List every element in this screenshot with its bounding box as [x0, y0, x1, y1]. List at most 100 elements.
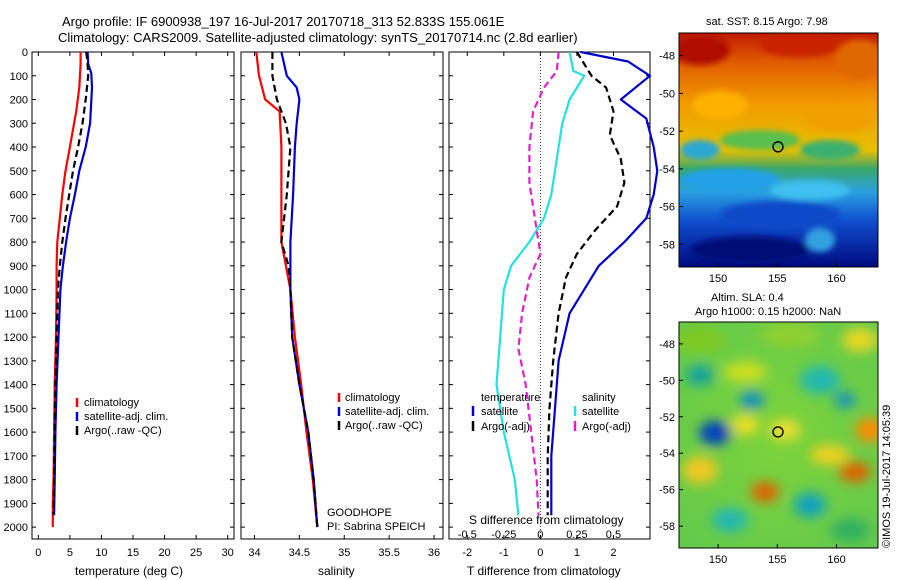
x-tick-label: 0 — [35, 547, 41, 559]
difference-panel-frame — [448, 51, 651, 540]
depth-tick-label: 1900 — [4, 498, 28, 510]
depth-tick-label: 1400 — [4, 380, 28, 392]
diff-legend-s-argo: Argo(-adj) — [582, 421, 631, 433]
depth-tick-label: 1500 — [4, 403, 28, 415]
x-tick-label: 20 — [158, 547, 170, 559]
salinity-axis-label: salinity — [318, 564, 355, 578]
depth-tick-label: 700 — [10, 213, 28, 225]
depth-tick-label: 100 — [10, 71, 28, 83]
map-lat-tick-label: -50 — [659, 88, 675, 100]
depth-tick-label: 800 — [10, 237, 28, 249]
temp-legend-satellite: satellite-adj. clim. — [84, 411, 168, 423]
sst-map-axes: 150 155 160 -48 -50 -52 -54 -56 -58 — [659, 51, 846, 285]
depth-tick-label: 1700 — [4, 451, 28, 463]
temperature-panel-frame — [31, 51, 235, 540]
depth-tick-label: 900 — [10, 261, 28, 273]
x-tick-label: 25 — [190, 547, 202, 559]
depth-tick-label: 1800 — [4, 475, 28, 487]
temperature-axis-label: temperature (deg C) — [75, 564, 183, 578]
map-lon-tick-label: 160 — [827, 554, 845, 566]
diff-legend-t-argo: Argo(-adj) — [481, 421, 530, 433]
x-tick-label: 30 — [222, 547, 234, 559]
map-lat-tick-label: -48 — [659, 339, 675, 351]
sst-argo-position-marker — [772, 141, 784, 153]
map-lat-tick-label: -48 — [659, 51, 675, 63]
sal-legend-climatology: climatology — [345, 392, 401, 404]
diff-legend-t-satellite: satellite — [481, 406, 518, 418]
map-lat-tick-label: -58 — [659, 521, 675, 533]
salinity-panel-frame — [240, 51, 444, 540]
sst-map: sat. SST: 8.15 Argo: 7.98 150 155 160 -48 -5… — [659, 16, 879, 285]
temp-legend-climatology: climatology — [84, 397, 140, 409]
series-line-climatology — [51, 52, 82, 528]
x-tick-label: 34 — [248, 547, 260, 559]
series-line-s-argo-adj — [517, 51, 560, 516]
map-lat-tick-label: -50 — [659, 375, 675, 387]
series-line-argo-raw-qc — [52, 51, 90, 516]
salinity-plot: 34 34.5 35 35.5 36 — [241, 51, 443, 559]
map-lat-tick-label: -58 — [659, 239, 675, 251]
sla-map-title-line2: Argo h1000: 0.15 h2000: NaN — [695, 306, 841, 318]
depth-tick-label: 0 — [22, 47, 28, 59]
s-diff-tick-label: -0.25 — [491, 529, 516, 541]
temperature-legend: climatology satellite-adj. clim. Argo(..… — [75, 397, 168, 437]
map-lon-tick-label: 160 — [827, 273, 845, 285]
x-tick-label: 2 — [610, 547, 616, 559]
depth-tick-label: 1100 — [4, 308, 28, 320]
depth-tick-label: 200 — [10, 95, 28, 107]
map-lat-tick-label: -56 — [659, 485, 675, 497]
x-tick-label: -2 — [462, 547, 472, 559]
map-lat-tick-label: -52 — [659, 126, 675, 138]
series-line-argo-raw-qc — [271, 52, 319, 528]
x-tick-label: 10 — [95, 547, 107, 559]
map-lat-tick-label: -52 — [659, 412, 675, 424]
x-tick-label: 1 — [574, 547, 580, 559]
map-lat-tick-label: -54 — [659, 164, 675, 176]
sla-map-frame — [678, 321, 879, 549]
s-diff-tick-label: -0.5 — [458, 529, 477, 541]
s-difference-axis-label: S difference from climatology — [469, 513, 624, 527]
x-tick-label: 5 — [67, 547, 73, 559]
x-tick-label: 34.5 — [289, 547, 310, 559]
figure-title-line1: Argo profile: IF 6900938_197 16-Jul-2017… — [62, 14, 505, 29]
imos-credit: ©IMOS 19-Jul-2017 14:05:39 — [881, 405, 893, 548]
depth-tick-label: 2000 — [4, 522, 28, 534]
map-lon-tick-label: 150 — [709, 273, 727, 285]
difference-legend: temperature salinity satellite Argo(-adj… — [471, 392, 631, 433]
depth-tick-label: 1200 — [4, 332, 28, 344]
series-line-climatology — [255, 51, 319, 528]
salinity-legend: climatology satellite-adj. clim. Argo(..… — [327, 392, 429, 533]
depth-tick-label: 1300 — [4, 356, 28, 368]
depth-tick-label: 1000 — [4, 285, 28, 297]
s-diff-tick-label: 0.5 — [606, 529, 621, 541]
map-lon-tick-label: 155 — [768, 273, 786, 285]
series-line-s-satellite — [495, 51, 586, 516]
figure-title-line2: Climatology: CARS2009. Satellite-adjuste… — [58, 30, 578, 45]
map-lon-tick-label: 150 — [709, 554, 727, 566]
sla-map-title-line1: Altim. SLA: 0.4 — [711, 292, 784, 304]
series-line-satellite-adj-clim — [53, 51, 94, 516]
sla-argo-position-marker — [772, 426, 784, 438]
depth-tick-label: 300 — [10, 118, 28, 130]
x-tick-label: 0 — [537, 547, 543, 559]
sla-map-axes: 150 155 160 -48 -50 -52 -54 -56 -58 — [659, 339, 846, 566]
s-diff-tick-label: 0.25 — [566, 529, 587, 541]
sal-legend-satellite: satellite-adj. clim. — [345, 406, 429, 418]
sal-legend-argo: Argo(..raw -QC) — [345, 420, 423, 432]
x-tick-label: 35.5 — [378, 547, 399, 559]
sst-map-title: sat. SST: 8.15 Argo: 7.98 — [706, 16, 828, 28]
map-lon-tick-label: 155 — [768, 554, 786, 566]
diff-legend-s-satellite: satellite — [582, 406, 619, 418]
series-line-t-argo-adj — [546, 51, 626, 516]
x-tick-label: 36 — [428, 547, 440, 559]
sst-map-frame — [678, 32, 879, 268]
depth-tick-label: 1600 — [4, 427, 28, 439]
depth-tick-label: 600 — [10, 190, 28, 202]
float-project-label: GOODHOPE — [327, 507, 392, 519]
depth-tick-label: 500 — [10, 166, 28, 178]
diff-legend-header-temperature: temperature — [481, 392, 540, 404]
float-pi-label: PI: Sabrina SPEICH — [327, 521, 425, 533]
depth-tick-label: 400 — [10, 142, 28, 154]
